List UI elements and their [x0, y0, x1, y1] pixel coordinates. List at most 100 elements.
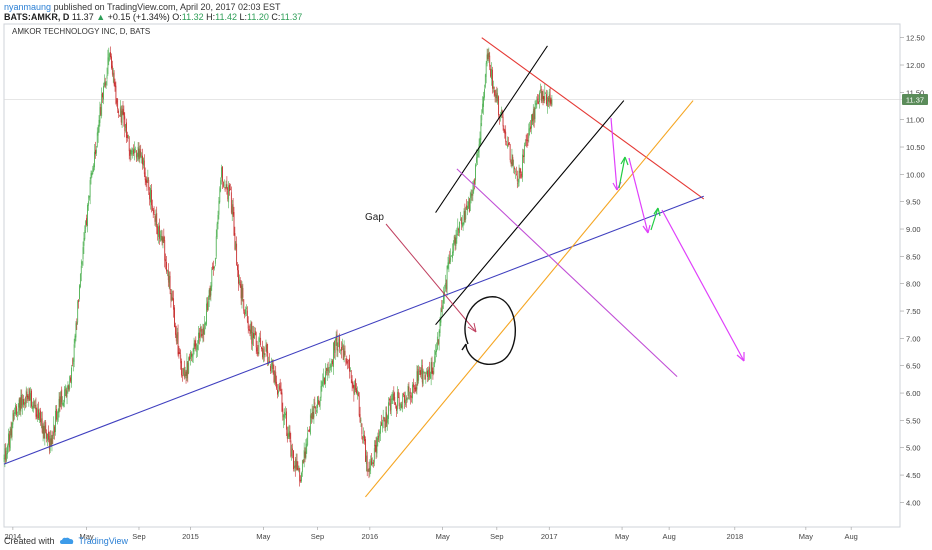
candle-body: [536, 99, 538, 103]
candle-body: [416, 371, 418, 390]
low-label: L:: [239, 12, 247, 22]
candle-body: [431, 361, 433, 374]
candle-body: [411, 396, 412, 398]
candle-body: [530, 126, 531, 130]
candle-body: [507, 144, 508, 147]
candle-body: [198, 332, 199, 344]
x-tick-label: 2018: [726, 532, 743, 541]
last-price-badge: 11.37: [902, 93, 928, 105]
candle-body: [137, 146, 139, 157]
candle-body: [379, 431, 381, 436]
candle-body: [98, 119, 100, 133]
candle-body: [36, 414, 38, 419]
candle-body: [238, 279, 240, 283]
author-link[interactable]: nyanmaung: [4, 2, 52, 12]
candle-body: [207, 300, 209, 310]
candle-body: [103, 86, 104, 100]
candle-body: [195, 343, 197, 350]
candle-body: [508, 142, 510, 145]
candle-body: [430, 362, 432, 380]
candle-body: [100, 107, 102, 115]
candle-body: [151, 205, 153, 210]
candle-body: [20, 394, 22, 412]
candle-body: [405, 402, 407, 403]
price-axis[interactable]: 4.00 4.50 5.00 5.50 6.00 6.50 7.00 7.50 8.00 8.50…: [900, 34, 925, 508]
candle-body: [205, 322, 206, 325]
candle-body: [481, 114, 483, 121]
candle-body: [414, 388, 416, 390]
candle-body: [326, 366, 328, 374]
candle-body: [196, 350, 198, 352]
candle-body: [295, 459, 297, 468]
candle-body: [310, 415, 312, 419]
candle-body: [270, 365, 272, 369]
candle-body: [467, 205, 468, 211]
candle-body: [504, 130, 506, 135]
candle-body: [192, 348, 194, 357]
candle-body: [28, 389, 30, 401]
candle-body: [106, 75, 108, 79]
green-arrow-2: [650, 207, 659, 231]
candle-body: [32, 404, 34, 409]
candle-body: [425, 374, 427, 377]
candle-body: [44, 425, 46, 439]
candle-body: [424, 375, 426, 380]
candle-body: [163, 235, 165, 242]
candle-body: [285, 411, 287, 430]
candle-body: [212, 266, 214, 270]
candle-body: [81, 261, 83, 265]
candle-body: [365, 455, 367, 464]
candle-body: [533, 109, 535, 121]
x-tick-label: Aug: [662, 532, 675, 541]
candle-body: [367, 470, 369, 472]
candle-body: [95, 149, 97, 154]
candle-body: [182, 375, 183, 377]
candle-body: [412, 383, 414, 388]
candle-body: [121, 110, 123, 123]
candle-body: [138, 148, 140, 159]
candle-body: [453, 235, 455, 245]
candle-body: [398, 397, 400, 407]
candle-body: [186, 361, 188, 379]
candle-body: [169, 276, 171, 290]
candle-body: [302, 460, 304, 463]
candle-body: [15, 405, 16, 415]
candle-body: [53, 424, 55, 436]
candle-body: [64, 386, 66, 391]
tradingview-brand[interactable]: TradingView: [78, 536, 129, 546]
candle-body: [4, 448, 6, 460]
candle-body: [334, 340, 336, 353]
candle-body: [119, 106, 121, 116]
candle-body: [109, 53, 111, 57]
candle-body: [78, 300, 79, 303]
candle-body: [275, 371, 277, 384]
candle-body: [340, 350, 341, 351]
candle-body: [3, 457, 5, 459]
time-axis[interactable]: 2014 May Sep 2015 May Sep 2016 May Sep 2017 May Aug…: [5, 527, 858, 541]
candle-body: [404, 399, 406, 405]
candle-body: [346, 362, 348, 364]
gap-arrow-head: [467, 322, 477, 333]
candle-body: [413, 386, 415, 388]
candle-body: [421, 365, 423, 383]
candle-body: [473, 182, 475, 192]
candle-body: [85, 221, 87, 230]
candle-body: [99, 107, 101, 123]
candle-body: [423, 372, 425, 374]
candle-body: [547, 98, 549, 102]
candle-body: [550, 99, 552, 104]
candle-body: [312, 411, 314, 419]
candle-body: [57, 409, 59, 421]
candle-body: [61, 389, 63, 403]
candle-body: [313, 405, 315, 418]
candle-body: [33, 401, 35, 408]
candle-body: [283, 414, 285, 420]
candle-body: [60, 391, 62, 405]
candle-body: [330, 366, 332, 367]
trendline-2: [3, 195, 704, 465]
y-tick-label: 7.00: [906, 334, 921, 343]
candle-body: [337, 349, 339, 352]
candle-body: [71, 365, 73, 367]
x-tick-label: 2015: [182, 532, 199, 541]
